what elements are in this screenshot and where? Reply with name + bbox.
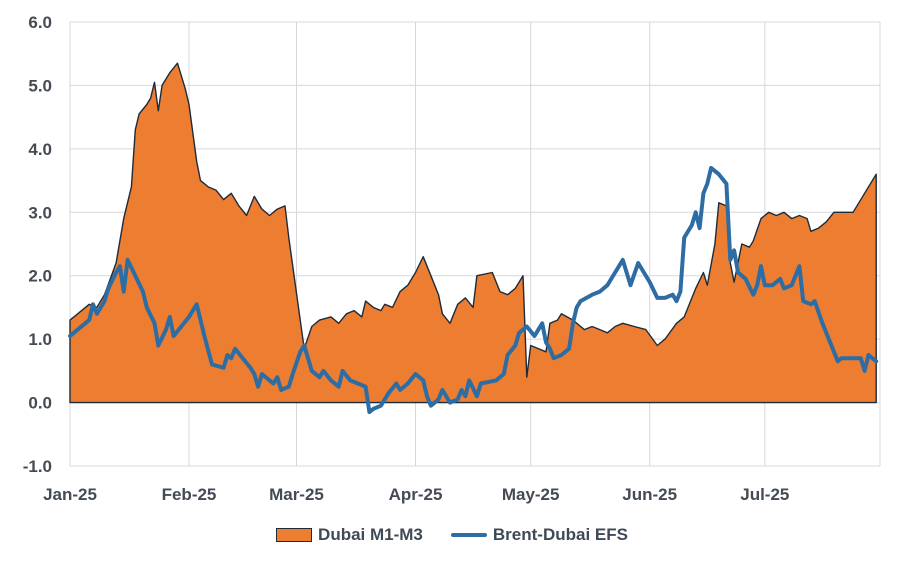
x-tick-label: Jul-25 — [740, 485, 789, 504]
x-axis-tick-labels: Jan-25 Feb-25 Mar-25 Apr-25 May-25 Jun-25 Jul-… — [43, 485, 789, 504]
legend-item-efs: Brent-Dubai EFS — [450, 525, 628, 545]
y-tick-label: 5.0 — [28, 76, 52, 95]
chart-canvas: 6.0 5.0 4.0 3.0 2.0 1.0 0.0 -1.0 Jan-25 Feb-25 Ma… — [23, 13, 881, 504]
y-tick-label: 1.0 — [28, 330, 52, 349]
y-tick-label: 2.0 — [28, 267, 52, 286]
legend-swatch-area — [276, 528, 313, 542]
legend-label-efs: Brent-Dubai EFS — [492, 525, 628, 544]
y-tick-label: 3.0 — [28, 203, 52, 222]
x-tick-label: Jun-25 — [622, 485, 677, 504]
x-tick-label: Jan-25 — [43, 485, 97, 504]
legend: Dubai M1-M3 Brent-Dubai EFS — [0, 520, 904, 550]
legend-swatch-line — [450, 533, 487, 537]
dubai-m1-m3-area — [69, 62, 877, 404]
y-tick-label: 0.0 — [28, 394, 52, 413]
legend-item-dubai: Dubai M1-M3 — [276, 525, 423, 545]
y-tick-label: 6.0 — [28, 13, 52, 32]
brent-dubai-efs-line-layer — [68, 165, 879, 415]
x-tick-label: Mar-25 — [269, 485, 324, 504]
y-axis-tick-labels: 6.0 5.0 4.0 3.0 2.0 1.0 0.0 -1.0 — [23, 13, 52, 476]
x-tick-label: Feb-25 — [162, 485, 217, 504]
y-tick-label: -1.0 — [23, 457, 52, 476]
x-tick-label: May-25 — [502, 485, 560, 504]
legend-label-dubai: Dubai M1-M3 — [318, 525, 423, 544]
dubai-m1-m3-area-layer — [69, 62, 877, 404]
y-tick-label: 4.0 — [28, 140, 52, 159]
x-tick-label: Apr-25 — [389, 485, 443, 504]
brent-dubai-efs-line — [68, 165, 879, 415]
